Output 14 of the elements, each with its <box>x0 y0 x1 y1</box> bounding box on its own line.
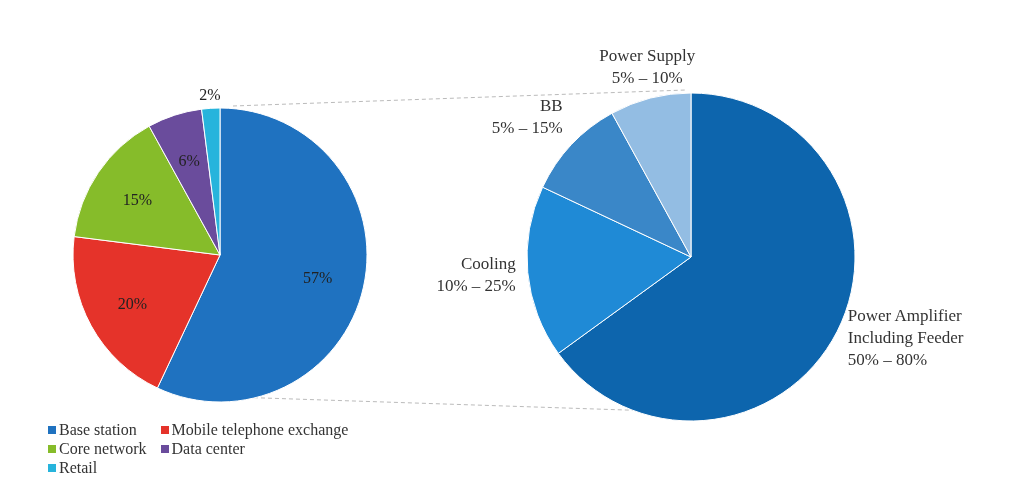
legend-label: Base station <box>59 420 137 439</box>
slice-label: Cooling 10% – 25% <box>436 253 517 295</box>
slice-label: Power Amplifier Including Feeder 50% – 80% <box>847 305 964 369</box>
legend-label: Mobile telephone exchange <box>171 420 349 439</box>
legend-label: Core network <box>59 439 147 458</box>
legend-label: Data center <box>171 439 245 458</box>
data-label: 6% <box>178 151 200 169</box>
slice-label: BB 5% – 15% <box>491 95 563 137</box>
data-label: 2% <box>199 86 221 104</box>
slice-label: Power Supply 5% – 10% <box>599 45 696 87</box>
data-label: 57% <box>302 268 333 286</box>
legend-label: Retail <box>59 458 98 477</box>
data-label: 15% <box>122 190 152 208</box>
data-label: 20% <box>117 295 148 313</box>
